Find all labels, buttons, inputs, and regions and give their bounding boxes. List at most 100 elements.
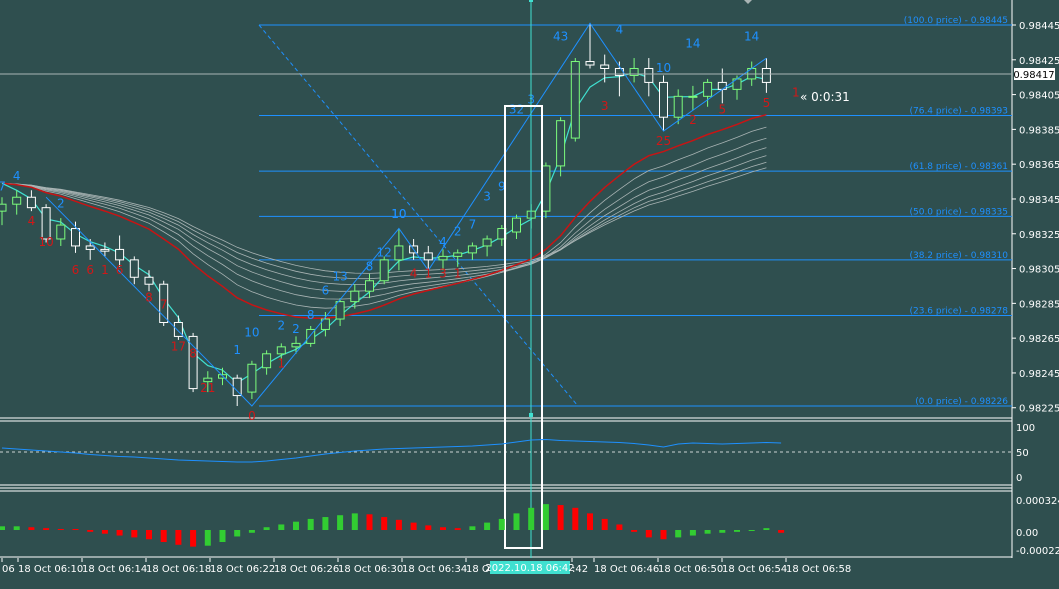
- candle-body: [144, 276, 154, 285]
- time-axis-label: 18 Oct 06:46: [594, 564, 659, 575]
- price-axis-label: 0.98285: [1019, 299, 1059, 310]
- candle-body: [379, 259, 389, 282]
- zigzag-up-label: 1: [233, 343, 241, 357]
- ma-slow-line: [1, 147, 767, 292]
- candle-body: [541, 165, 551, 212]
- osc-axis-50: 50: [1016, 448, 1029, 459]
- zigzag-up-label: 2: [57, 197, 65, 211]
- histogram-bar: [116, 530, 123, 536]
- histogram-bar: [660, 530, 667, 540]
- zigzag-up-label: 14: [685, 37, 700, 51]
- fib-level-label: (61.8 price) - 0.98361: [909, 162, 1008, 172]
- zigzag-up-label: 14: [744, 30, 759, 44]
- fib-level-label: (100.0 price) - 0.98445: [904, 16, 1008, 26]
- histogram-bar: [234, 530, 241, 537]
- zigzag-up-label: 4: [13, 169, 21, 183]
- price-axis-label: 0.98325: [1019, 230, 1059, 241]
- price-axis[interactable]: 0.98445 0.98425 0.98405 0.98385 0.98365 0.983…: [1012, 21, 1059, 415]
- histogram-bar: [146, 530, 152, 540]
- oscillator-subwindow: [0, 438, 1012, 463]
- time-axis-label: 18 Oct 06:14: [82, 564, 147, 575]
- zigzag-down-label: 3: [439, 266, 447, 280]
- ma-slow-line: [1, 126, 767, 309]
- histogram-bar: [763, 528, 770, 530]
- zigzag-up-label: 2: [292, 322, 300, 336]
- zigzag-down-label: 10: [38, 235, 53, 249]
- candle-body: [688, 95, 698, 98]
- ma-red-line: [1, 113, 767, 320]
- histogram-bar: [131, 530, 138, 538]
- current-price-value: 0.98417: [1013, 70, 1054, 81]
- candle-body: [71, 228, 80, 247]
- zigzag-down-label: 8: [189, 346, 197, 360]
- crosshair-top-handle[interactable]: [529, 0, 533, 2]
- histogram-bar: [13, 526, 20, 530]
- histogram-bar: [72, 529, 79, 530]
- zigzag-down-label: 6: [116, 263, 124, 277]
- scroll-marker-icon[interactable]: [744, 0, 752, 4]
- histogram-bar: [631, 530, 638, 532]
- hist-axis-zero: 0.00: [1016, 528, 1038, 539]
- candle-body: [188, 335, 198, 390]
- candle-body: [232, 377, 242, 397]
- histogram-bar: [204, 530, 211, 546]
- time-axis-label: 18 Oct 06:26: [274, 564, 339, 575]
- zigzag-up-label: 7: [0, 179, 6, 193]
- zigzag-up-label: 10: [391, 207, 406, 221]
- histogram-bar: [587, 513, 593, 530]
- zigzag-down-label: 7: [160, 298, 168, 312]
- candle-body: [512, 217, 521, 233]
- histogram-bar: [43, 528, 50, 530]
- histogram-bar: [469, 526, 476, 530]
- time-axis-label: 18 Oc: [466, 564, 495, 575]
- cursor-date-tag: 2022.10.18 06:42: [485, 561, 575, 574]
- crosshair-bottom-handle[interactable]: [529, 413, 533, 417]
- price-axis-label: 0.98225: [1019, 404, 1059, 415]
- histogram-bar: [263, 527, 270, 530]
- time-axis-label: 18 Oct 06:50: [658, 564, 723, 575]
- candle-body: [247, 363, 257, 393]
- histogram-bar: [219, 530, 226, 543]
- candle-body: [12, 196, 22, 205]
- selection-highlight-box[interactable]: [504, 105, 543, 549]
- histogram-bar: [293, 521, 299, 530]
- histogram-axis: 0.0003247 0.00 -0.000221: [1016, 496, 1059, 557]
- histogram-bar: [160, 530, 167, 543]
- candle-body: [115, 248, 125, 261]
- zigzag-down-label: 0: [248, 409, 256, 423]
- histogram-bar: [645, 530, 652, 538]
- ma-slow-line: [1, 137, 767, 300]
- histogram-bar: [410, 522, 417, 530]
- histogram-bar: [719, 530, 726, 533]
- candle-body: [570, 61, 580, 139]
- zigzag-up-label: 3: [483, 190, 491, 204]
- candle-body: [350, 290, 360, 303]
- histogram-bar: [557, 505, 564, 530]
- price-axis-label: 0.98425: [1019, 56, 1059, 67]
- hist-axis-min: -0.000221: [1016, 546, 1059, 557]
- histogram-bar: [322, 517, 329, 530]
- histogram-bar: [307, 518, 314, 530]
- fib-trend-line[interactable]: [258, 24, 579, 407]
- histogram-bar: [748, 530, 755, 531]
- histogram-bar: [484, 522, 491, 530]
- candle-body: [556, 120, 566, 167]
- candle-body: [320, 318, 330, 330]
- candle-body: [365, 280, 374, 292]
- candle-body: [467, 245, 477, 254]
- histogram-bar: [616, 524, 623, 530]
- histogram-bar: [498, 518, 505, 530]
- candle-body: [644, 67, 654, 83]
- fib-level-label: (50.0 price) - 0.98335: [909, 207, 1008, 217]
- price-axis-label: 0.98405: [1019, 91, 1059, 102]
- zigzag-up-label: 43: [553, 30, 568, 44]
- candle-body: [335, 301, 345, 320]
- zigzag-down-label: 1: [792, 85, 800, 99]
- histogram-bar: [542, 504, 549, 530]
- zigzag-down-label: 6: [72, 263, 80, 277]
- price-axis-label: 0.98385: [1019, 125, 1059, 136]
